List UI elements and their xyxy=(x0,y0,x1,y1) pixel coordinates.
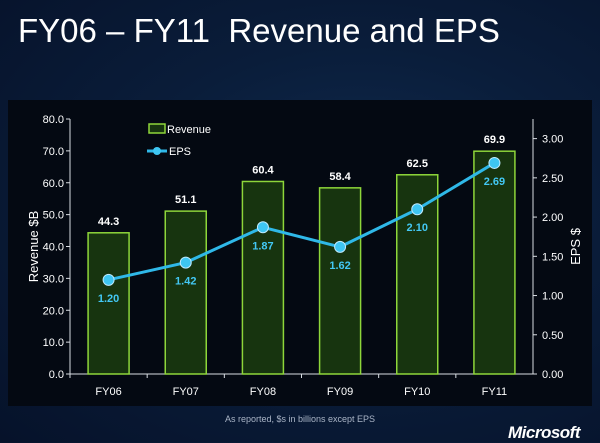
revenue-bar xyxy=(87,232,130,375)
right-tick-label: 3.00 xyxy=(542,134,563,146)
revenue-value-label: 69.9 xyxy=(484,134,505,146)
eps-value-label: 2.10 xyxy=(407,222,428,234)
legend-revenue-swatch xyxy=(148,123,166,134)
eps-value-label: 1.87 xyxy=(252,240,273,252)
revenue-value-label: 44.3 xyxy=(98,216,119,228)
left-tick-label: 30.0 xyxy=(43,273,64,285)
left-tick-label: 0.0 xyxy=(49,369,64,381)
data-labels: 44.3 51.1 60.4 58.4 62.5 69.9 1.20 1.42 1.87 1.62… xyxy=(98,134,505,305)
revenue-bar xyxy=(241,180,285,375)
x-tick-label: FY07 xyxy=(173,386,199,398)
eps-point xyxy=(256,221,269,234)
x-tick-label: FY11 xyxy=(482,386,507,398)
eps-point xyxy=(488,156,501,169)
chart-legend: Revenue EPS xyxy=(147,123,211,158)
eps-point xyxy=(411,203,424,216)
eps-point xyxy=(334,240,347,253)
eps-value-label: 1.62 xyxy=(329,260,350,272)
eps-point xyxy=(102,273,115,286)
right-tick-label: 2.00 xyxy=(542,212,563,224)
x-tick-label: FY06 xyxy=(95,386,121,398)
left-tick-label: 70.0 xyxy=(43,146,64,158)
revenue-value-label: 62.5 xyxy=(407,158,428,170)
revenue-bar xyxy=(473,150,516,375)
right-tick-label: 1.50 xyxy=(542,251,563,263)
eps-value-label: 1.42 xyxy=(175,276,196,288)
revenue-eps-chart: 0.0 10.0 20.0 30.0 40.0 50.0 60.0 70.0 80.0 0.00 0… xyxy=(26,114,583,398)
eps-value-label: 2.69 xyxy=(484,176,505,188)
chart-panel: 0.0 10.0 20.0 30.0 40.0 50.0 60.0 70.0 80.0 0.00 0… xyxy=(8,100,592,406)
right-tick-label: 2.50 xyxy=(542,173,563,185)
eps-value-label: 1.20 xyxy=(98,293,119,305)
right-tick-label: 0.50 xyxy=(542,330,563,342)
eps-point xyxy=(179,256,192,269)
left-tick-label: 10.0 xyxy=(43,337,64,349)
left-tick-label: 20.0 xyxy=(43,305,64,317)
left-tick-label: 60.0 xyxy=(43,178,64,190)
left-tick-label: 40.0 xyxy=(43,242,64,254)
slide-title: FY06 – FY11 Revenue and EPS xyxy=(18,12,500,49)
legend-eps-marker xyxy=(153,147,161,155)
x-tick-label: FY09 xyxy=(327,386,353,398)
right-tick-label: 1.00 xyxy=(542,291,563,303)
right-tick-label: 0.00 xyxy=(542,369,563,381)
revenue-value-label: 58.4 xyxy=(329,171,351,183)
eps-series-line xyxy=(108,161,496,282)
revenue-value-label: 51.1 xyxy=(175,194,196,206)
y2-axis-title: EPS $ xyxy=(568,227,583,265)
y-axis-title: Revenue $B xyxy=(26,211,41,283)
legend-eps-label: EPS xyxy=(169,146,191,158)
axes: 0.0 10.0 20.0 30.0 40.0 50.0 60.0 70.0 80.0 0.00 0… xyxy=(26,114,583,398)
revenue-bar xyxy=(164,210,207,375)
legend-revenue-label: Revenue xyxy=(167,124,211,136)
footnote: As reported, $s in billions except EPS xyxy=(224,414,376,424)
microsoft-logo: Microsoft xyxy=(508,423,581,442)
revenue-bar xyxy=(318,187,362,375)
left-tick-label: 80.0 xyxy=(43,114,64,126)
x-tick-label: FY10 xyxy=(404,386,430,398)
left-tick-label: 50.0 xyxy=(43,210,64,222)
eps-line xyxy=(102,156,501,286)
revenue-bars xyxy=(87,150,516,375)
revenue-value-label: 60.4 xyxy=(252,164,274,176)
x-tick-label: FY08 xyxy=(250,386,276,398)
